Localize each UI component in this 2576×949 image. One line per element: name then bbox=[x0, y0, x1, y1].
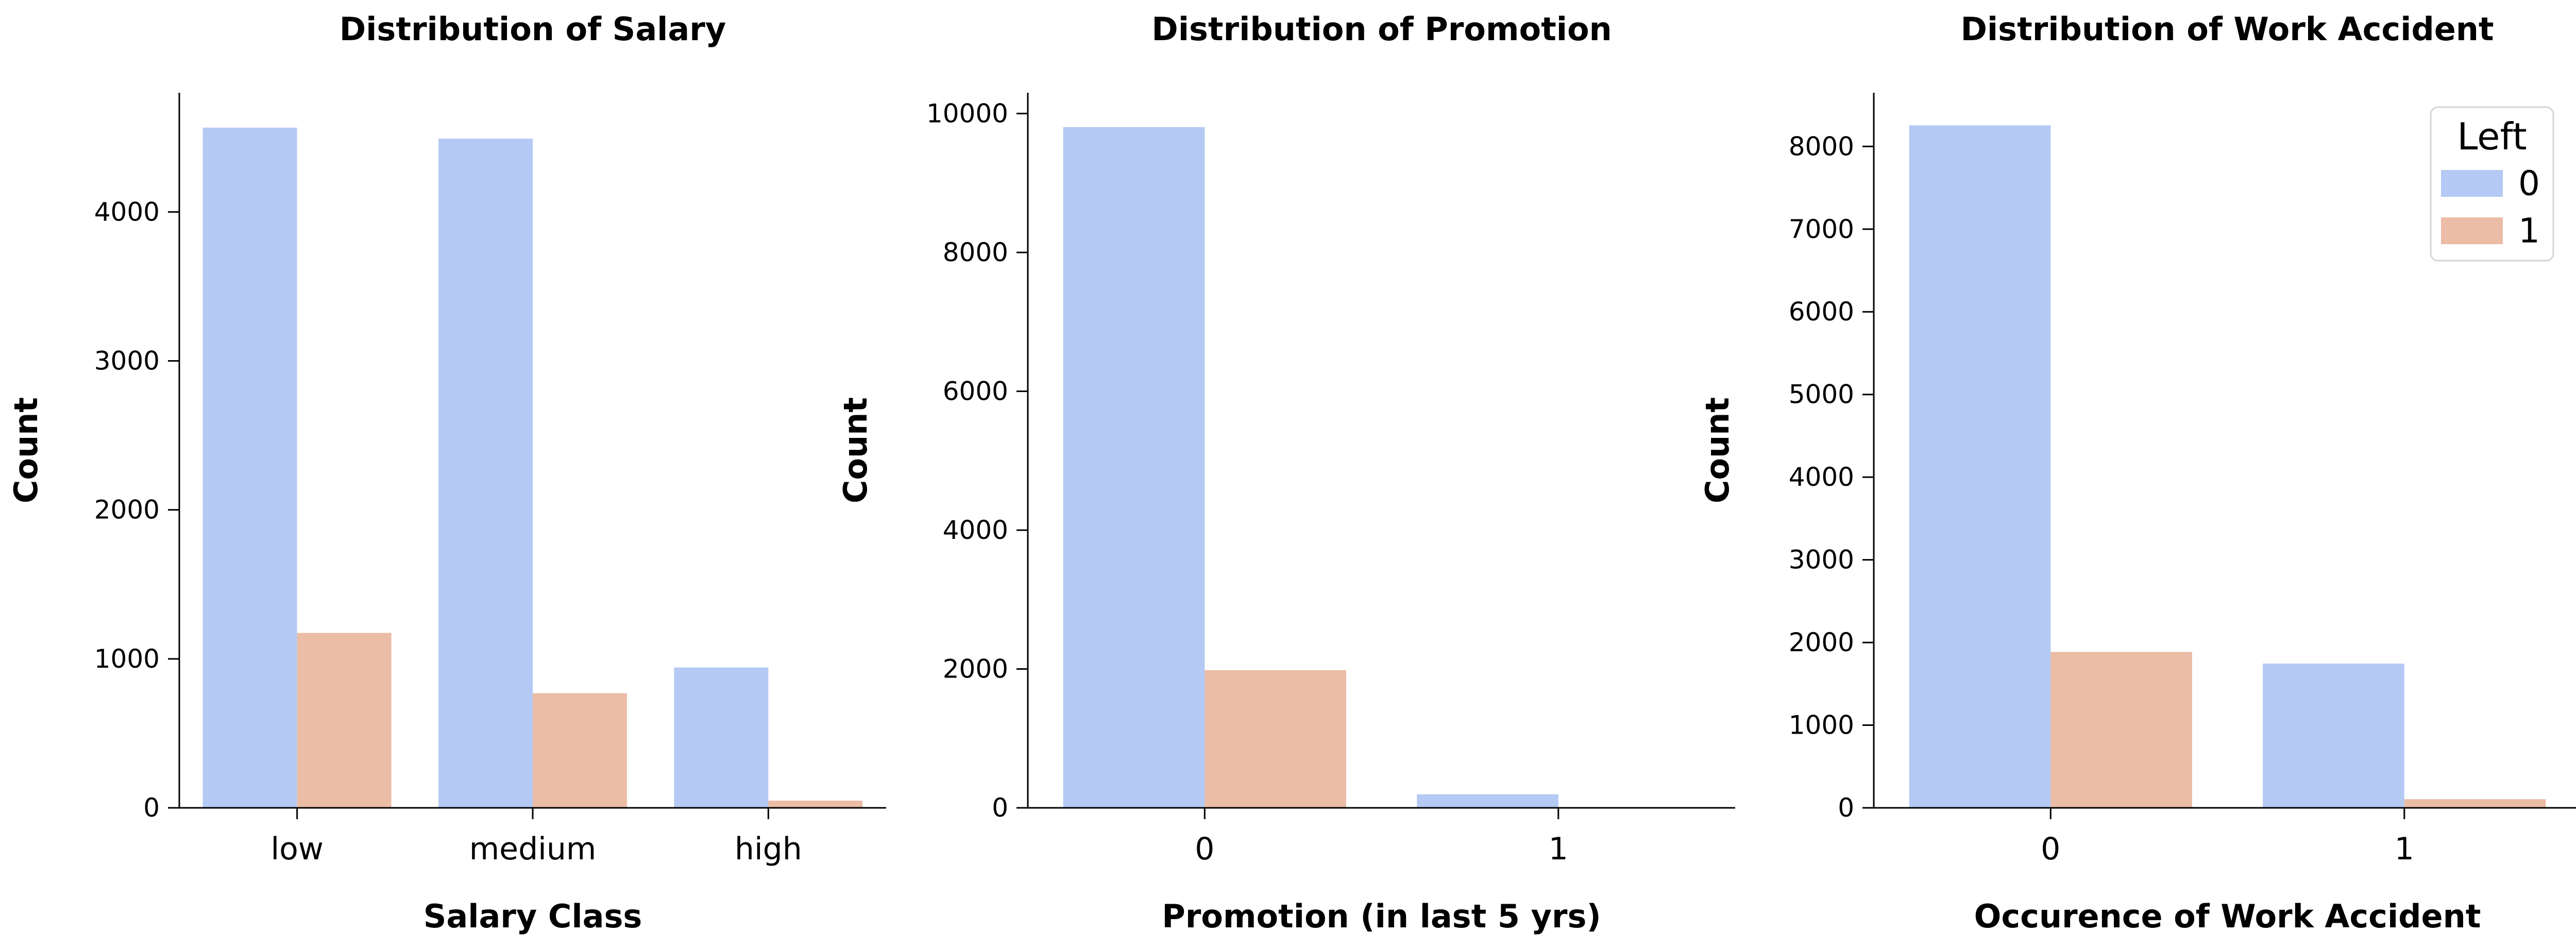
y-tick-label: 3000 bbox=[94, 346, 160, 376]
bar-high-left-1 bbox=[768, 801, 863, 808]
y-tick-label: 0 bbox=[1838, 793, 1854, 823]
x-tick-label: medium bbox=[469, 831, 597, 867]
y-tick-label: 4000 bbox=[1789, 462, 1854, 492]
y-tick-label: 4000 bbox=[94, 197, 160, 227]
x-tick-label: 0 bbox=[1195, 831, 1214, 867]
bar-1-left-0 bbox=[2263, 664, 2404, 808]
chart-title: Distribution of Work Accident bbox=[1960, 10, 2494, 48]
bar-0-left-0 bbox=[1063, 127, 1205, 808]
bar-1-left-1 bbox=[2404, 799, 2546, 808]
y-tick-label: 8000 bbox=[1789, 131, 1854, 161]
bar-medium-left-1 bbox=[533, 693, 627, 808]
x-tick-label: 1 bbox=[2395, 831, 2414, 867]
x-axis-label: Promotion (in last 5 yrs) bbox=[1162, 897, 1601, 935]
legend-label-0: 0 bbox=[2518, 164, 2540, 204]
legend: Left 0 1 bbox=[2430, 106, 2554, 262]
y-tick-label: 5000 bbox=[1789, 380, 1854, 410]
y-tick-label: 0 bbox=[143, 793, 160, 823]
legend-swatch-1 bbox=[2441, 217, 2503, 244]
x-axis-label: Salary Class bbox=[423, 897, 642, 935]
y-tick-label: 2000 bbox=[1789, 628, 1854, 657]
chart-title: Distribution of Promotion bbox=[1151, 10, 1612, 48]
bar-0-left-1 bbox=[1205, 670, 1346, 808]
bar-0-left-0 bbox=[1909, 125, 2051, 808]
bar-low-left-0 bbox=[202, 127, 297, 808]
legend-title: Left bbox=[2457, 115, 2527, 158]
x-tick-label: low bbox=[270, 831, 323, 867]
y-tick-label: 4000 bbox=[943, 515, 1008, 545]
x-tick-label: 1 bbox=[1549, 831, 1568, 867]
y-axis-label: Count bbox=[7, 397, 45, 503]
subplot-1: 0 1000 2000 3000 4000 low medium high Distributi… bbox=[7, 10, 886, 935]
bar-1-left-0 bbox=[1417, 794, 1558, 808]
bar-low-left-1 bbox=[297, 633, 392, 808]
bar-high-left-0 bbox=[674, 667, 769, 808]
y-tick-label: 8000 bbox=[943, 238, 1008, 267]
bar-medium-left-0 bbox=[438, 139, 533, 808]
x-tick-label: 0 bbox=[2041, 831, 2060, 867]
y-axis-label: Count bbox=[837, 397, 874, 503]
y-tick-label: 10000 bbox=[926, 98, 1008, 128]
y-tick-label: 3000 bbox=[1789, 545, 1854, 575]
chart-title: Distribution of Salary bbox=[340, 10, 726, 48]
y-tick-label: 1000 bbox=[1789, 710, 1854, 740]
y-tick-label: 7000 bbox=[1789, 214, 1854, 244]
x-tick-label: high bbox=[735, 831, 802, 867]
subplot-3: 0 1000 2000 3000 4000 5000 6000 7000 8000 0 1 Distr… bbox=[1699, 10, 2576, 935]
y-tick-label: 2000 bbox=[943, 654, 1008, 684]
legend-swatch-0 bbox=[2441, 170, 2503, 197]
y-tick-label: 6000 bbox=[943, 376, 1008, 406]
y-tick-label: 6000 bbox=[1789, 297, 1854, 327]
y-tick-label: 1000 bbox=[94, 644, 160, 674]
bar-0-left-1 bbox=[2050, 652, 2192, 808]
y-axis-label: Count bbox=[1699, 397, 1736, 503]
subplot-2: 0 2000 4000 6000 8000 10000 0 1 Distribution of … bbox=[837, 10, 1735, 935]
legend-label-1: 1 bbox=[2518, 211, 2540, 251]
x-axis-label: Occurence of Work Accident bbox=[1974, 897, 2481, 935]
y-tick-label: 0 bbox=[992, 793, 1008, 823]
y-tick-label: 2000 bbox=[94, 495, 160, 525]
